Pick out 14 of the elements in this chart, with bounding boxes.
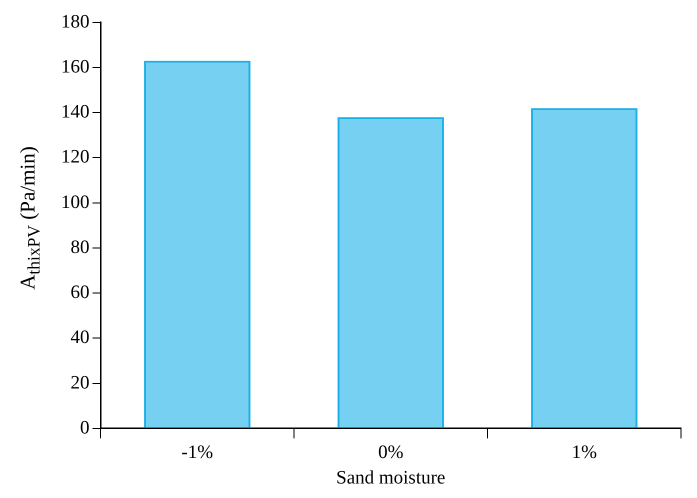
x-tick-label: -1%	[181, 442, 214, 463]
y-tick-label: 160	[61, 56, 90, 78]
y-tick-label: 100	[61, 192, 90, 213]
x-tick-label: 0%	[378, 442, 404, 463]
y-tick-label: 60	[70, 282, 90, 304]
y-tick-label: 40	[70, 327, 90, 348]
y-tick-label: 180	[61, 11, 90, 32]
y-tick-label: 120	[61, 146, 90, 168]
y-tick-label: 20	[70, 372, 90, 394]
x-tick-label: 1%	[572, 442, 598, 463]
y-tick-label: 140	[61, 102, 90, 123]
x-axis-title: Sand moisture	[336, 468, 446, 489]
y-tick-label: 0	[80, 417, 90, 438]
y-tick-label: 80	[70, 236, 90, 258]
